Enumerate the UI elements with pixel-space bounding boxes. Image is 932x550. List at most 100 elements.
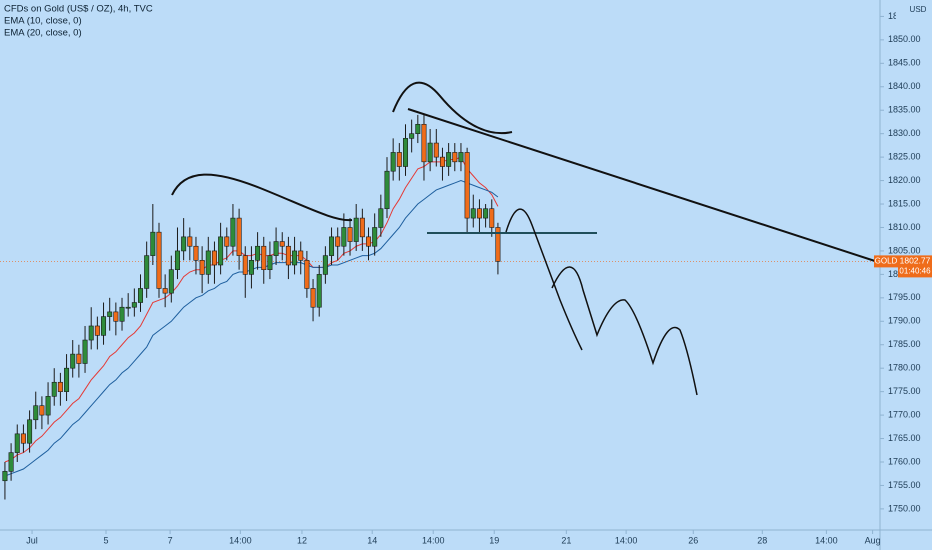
candle-body	[353, 217, 359, 242]
candle-body	[452, 152, 458, 163]
y-tick-label: 1795.00	[888, 292, 921, 302]
y-tick-label: 1850.00	[888, 34, 921, 44]
drawn-arc	[392, 81, 513, 135]
projection-path	[505, 208, 583, 351]
candle-body	[341, 227, 347, 247]
candle-body	[138, 288, 144, 303]
candle-body	[372, 227, 378, 247]
candle-body	[261, 245, 267, 270]
candle-body	[366, 236, 372, 247]
y-tick-label: 1775.00	[888, 386, 921, 396]
candle-body	[193, 245, 199, 261]
legend-entry: EMA (20, close, 0)	[4, 28, 82, 39]
x-tick-label: 19	[489, 535, 499, 545]
x-tick-label: 14:00	[229, 535, 252, 545]
unit-label: USD	[910, 5, 927, 14]
candle-body	[279, 241, 285, 247]
candle-body	[310, 288, 316, 308]
legend-title: CFDs on Gold (US$ / OZ), 4h, TVC	[4, 4, 153, 15]
candle-body	[187, 236, 193, 247]
candle-body	[113, 311, 119, 322]
candle-body	[446, 152, 452, 167]
candle-body	[57, 381, 63, 392]
candle-body	[8, 452, 14, 472]
y-tick-label: 1760.00	[888, 456, 921, 466]
trend-line	[407, 108, 879, 263]
candle-body	[267, 255, 273, 270]
candle-body	[181, 236, 187, 252]
candle-body	[285, 245, 291, 266]
axes: 1750.00 1755.00 1760.00 1765.00 1770.00 1775.…	[26, 11, 920, 546]
countdown-label: 01:40:46	[899, 266, 931, 275]
candle-body	[335, 236, 341, 247]
y-tick-label: 1805.00	[888, 245, 921, 255]
candle-body	[144, 255, 150, 289]
candle-body	[402, 138, 408, 167]
y-tick-label: 1790.00	[888, 316, 921, 326]
candle-body	[464, 152, 470, 219]
candle-body	[439, 156, 445, 167]
candle-body	[409, 133, 415, 139]
legend: CFDs on Gold (US$ / OZ), 4h, TVC EMA (10…	[4, 4, 153, 39]
candle-body	[82, 339, 88, 364]
candle-body	[433, 142, 439, 158]
candle-body	[427, 142, 433, 163]
y-tick-label: 1820.00	[888, 175, 921, 185]
candle-body	[470, 208, 476, 219]
x-tick-label: 14:00	[422, 535, 445, 545]
candle-body	[162, 288, 168, 294]
candle-body	[119, 306, 125, 322]
x-tick-label: Aug	[865, 535, 881, 545]
candle-body	[476, 208, 482, 219]
candle-body	[51, 381, 57, 397]
candle-body	[70, 353, 76, 369]
candle-body	[458, 152, 464, 163]
y-tick-label: 1815.00	[888, 198, 921, 208]
y-tick-label: 1755.00	[888, 480, 921, 490]
legend-entry: EMA (10, close, 0)	[4, 16, 82, 27]
y-tick-label: 1810.00	[888, 222, 921, 232]
candle-body	[396, 152, 402, 167]
candle-body	[273, 241, 279, 256]
candle-body	[359, 217, 365, 238]
candle-body	[255, 245, 261, 261]
last-price-label: 1802.77	[900, 256, 931, 266]
candle-body	[45, 396, 51, 416]
candle-body	[224, 236, 230, 247]
y-tick-label: 1825.00	[888, 151, 921, 161]
candle-body	[489, 208, 495, 228]
candle-body	[347, 227, 353, 242]
projection-path	[551, 266, 698, 396]
x-tick-label: 14:00	[815, 535, 838, 545]
candle-body	[168, 269, 174, 294]
candle-body	[156, 231, 162, 289]
candle-body	[322, 255, 328, 275]
x-tick-label: 5	[103, 535, 108, 545]
candle-body	[248, 260, 254, 275]
candle-body	[230, 217, 236, 247]
user-drawings	[171, 81, 879, 396]
candle-body	[39, 405, 45, 416]
candle-body	[64, 367, 70, 392]
x-tick-label: 28	[757, 535, 767, 545]
x-tick-label: 21	[561, 535, 571, 545]
candle-body	[27, 419, 33, 444]
candle-body	[298, 250, 304, 261]
y-tick-label: 1750.00	[888, 503, 921, 513]
y-tick-label: 1780.00	[888, 363, 921, 373]
candle-body	[131, 302, 137, 308]
candle-body	[483, 208, 489, 219]
candle-body	[150, 231, 156, 256]
price-tag-box	[898, 255, 932, 278]
candle-body	[292, 250, 298, 266]
unit-box	[896, 2, 932, 24]
plot-area	[0, 114, 880, 500]
symbol-tag	[874, 255, 898, 268]
y-tick-label: 1845.00	[888, 58, 921, 68]
candle-body	[218, 236, 224, 266]
candle-body	[20, 433, 26, 444]
candle-body	[495, 227, 501, 262]
candle-body	[236, 217, 242, 256]
y-tick-label: 1840.00	[888, 81, 921, 91]
